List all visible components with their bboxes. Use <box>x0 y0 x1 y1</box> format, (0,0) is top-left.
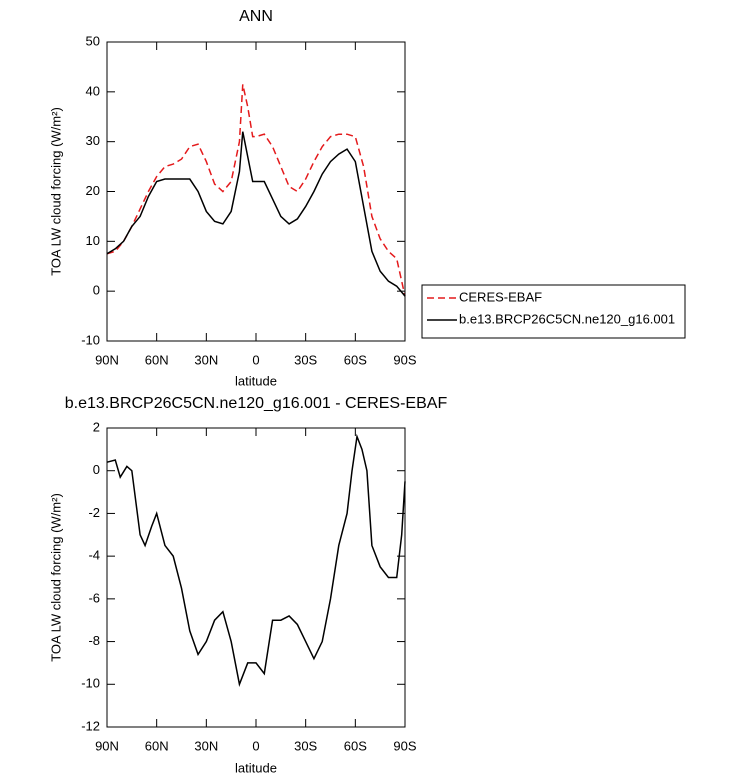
y-axis-label: TOA LW cloud forcing (W/m²) <box>48 107 63 276</box>
y-axis-label: TOA LW cloud forcing (W/m²) <box>48 493 63 662</box>
y-tick-label: 50 <box>86 33 100 48</box>
x-tick-label: 90N <box>95 738 119 753</box>
x-tick-label: 30N <box>194 738 218 753</box>
x-tick-label: 0 <box>252 352 259 367</box>
y-tick-label: 2 <box>93 419 100 434</box>
y-tick-label: 30 <box>86 133 100 148</box>
y-tick-label: 20 <box>86 183 100 198</box>
y-tick-label: -12 <box>81 718 100 733</box>
y-tick-label: -2 <box>88 505 100 520</box>
x-tick-label: 90S <box>393 738 416 753</box>
x-axis-label: latitude <box>235 373 277 388</box>
legend-box <box>421 284 686 339</box>
x-tick-label: 60S <box>344 738 367 753</box>
x-tick-label: 60N <box>145 738 169 753</box>
y-tick-label: -10 <box>81 332 100 347</box>
x-tick-label: 90S <box>393 352 416 367</box>
y-tick-label: -8 <box>88 633 100 648</box>
y-tick-label: 10 <box>86 233 100 248</box>
y-tick-label: 0 <box>93 283 100 298</box>
x-tick-label: 30S <box>294 352 317 367</box>
x-tick-label: 90N <box>95 352 119 367</box>
data-line <box>106 131 406 297</box>
legend-label: CERES-EBAF <box>459 289 542 304</box>
legend-label: b.e13.BRCP26C5CN.ne120_g16.001 <box>459 311 675 326</box>
y-tick-label: -10 <box>81 676 100 691</box>
x-tick-label: 30N <box>194 352 218 367</box>
x-tick-label: 30S <box>294 738 317 753</box>
y-tick-label: 0 <box>93 462 100 477</box>
y-tick-label: -6 <box>88 590 100 605</box>
chart-title: ANN <box>239 8 273 25</box>
chart-title: b.e13.BRCP26C5CN.ne120_g16.001 - CERES-E… <box>65 395 448 412</box>
plot-frame <box>106 427 406 728</box>
data-line <box>106 84 406 297</box>
x-tick-label: 60N <box>145 352 169 367</box>
x-tick-label: 0 <box>252 738 259 753</box>
x-axis-label: latitude <box>235 760 277 775</box>
y-tick-label: -4 <box>88 548 100 563</box>
x-tick-label: 60S <box>344 352 367 367</box>
y-tick-label: 40 <box>86 83 100 98</box>
plot-frame <box>106 41 406 342</box>
data-line <box>106 433 406 687</box>
